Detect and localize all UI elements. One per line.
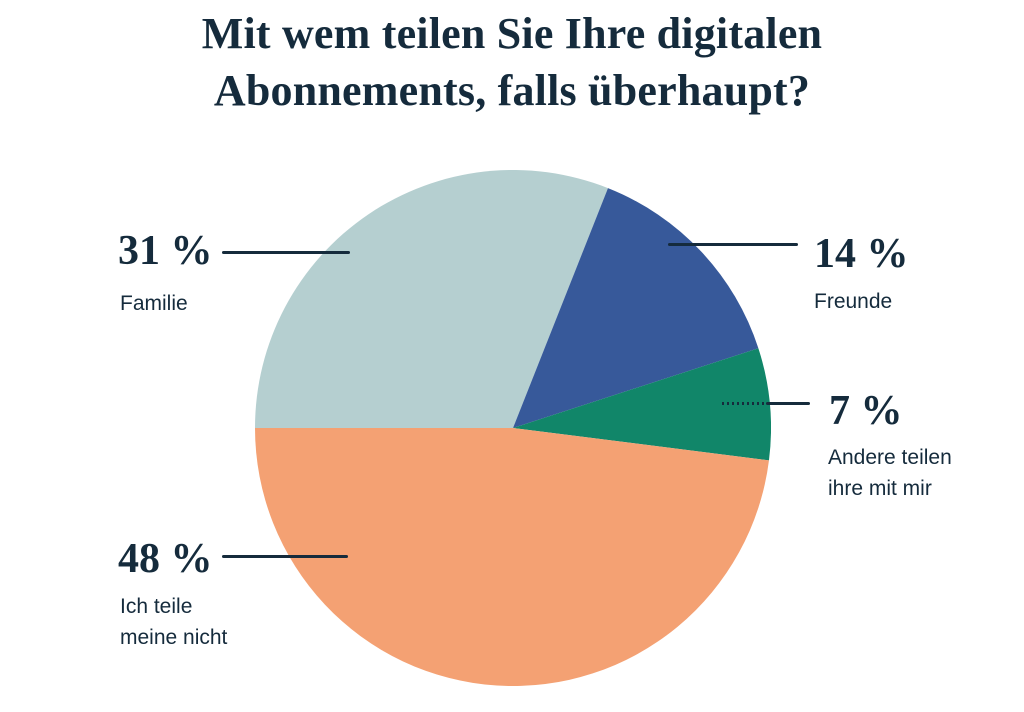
leader-line-familie [222,251,350,254]
pie-slice-nicht [255,428,769,686]
percent-label-nicht: 48 % [118,536,213,582]
leader-line-freunde [668,243,798,246]
pie-slice-andere [513,348,771,461]
category-label-nicht: Ich teile meine nicht [120,591,280,653]
pie-slice-familie [255,170,608,428]
category-label-nicht-line2: meine nicht [120,626,228,649]
pie-slice-freunde [513,188,759,428]
chart-title-line1: Mit wem teilen Sie Ihre digitalen [201,9,823,58]
category-label-andere-line2: ihre mit mir [828,477,932,500]
percent-label-freunde: 14 % [814,231,909,277]
category-label-familie: Familie [120,292,188,315]
chart-title: Mit wem teilen Sie Ihre digitalen Abonne… [0,5,1024,119]
percent-label-familie: 31 % [118,228,213,274]
leader-line-andere-dotted [722,402,766,405]
chart-title-line2: Abonnements, falls überhaupt? [213,66,811,115]
category-label-nicht-line1: Ich teile [120,595,193,618]
pie-chart [255,170,771,686]
percent-label-andere: 7 % [829,388,903,434]
leader-line-andere [766,402,810,405]
leader-line-nicht [222,555,348,558]
category-label-andere-line1: Andere teilen [828,446,952,469]
category-label-freunde: Freunde [814,290,893,313]
category-label-andere: Andere teilen ihre mit mir [828,442,988,504]
